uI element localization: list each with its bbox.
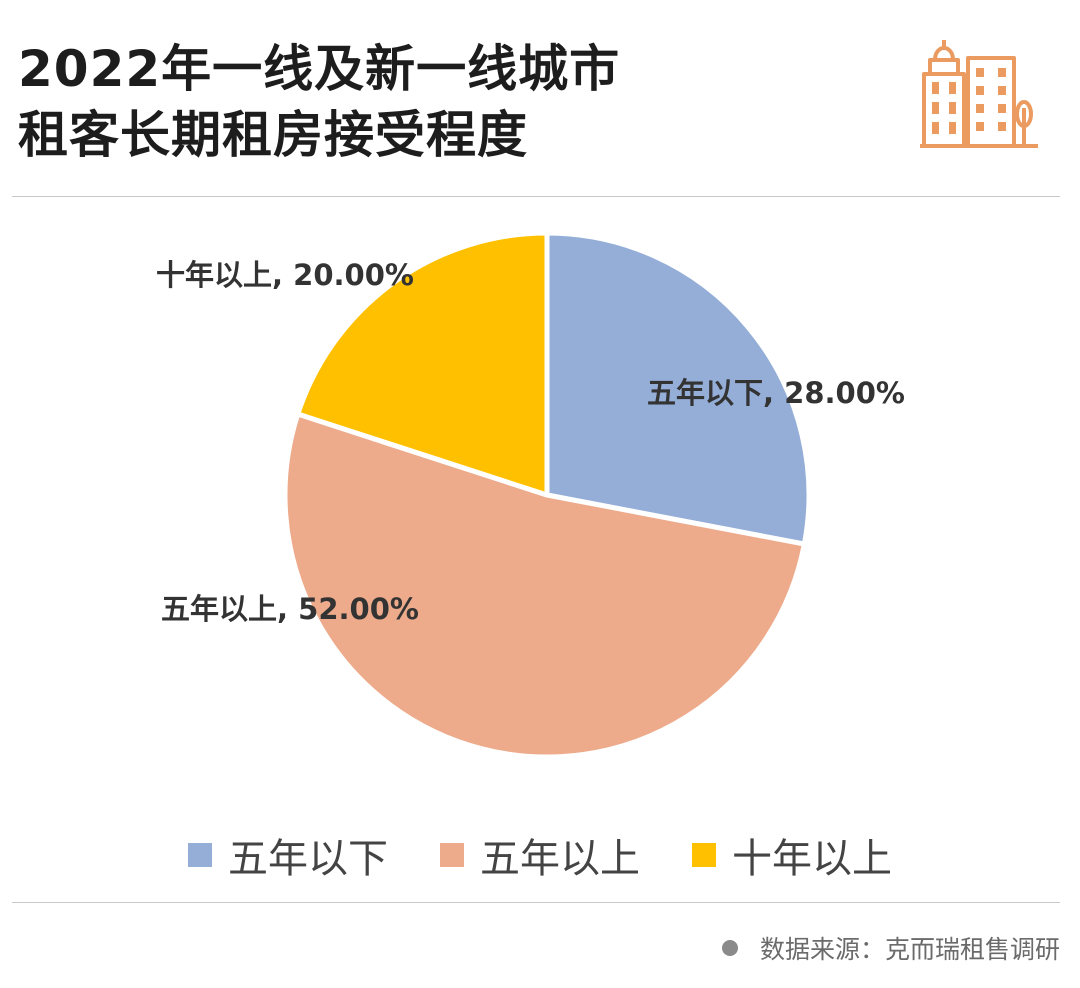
legend-swatch	[692, 843, 716, 867]
legend-label: 五年以上	[480, 836, 640, 882]
data-label: 五年以上, 52.00%	[161, 592, 419, 626]
legend-item-over-five: 五年以上	[440, 826, 640, 884]
source-text: 数据来源：克而瑞租售调研	[759, 935, 1060, 964]
legend-label: 五年以下	[228, 836, 388, 882]
data-label: 十年以上, 20.00%	[156, 258, 414, 292]
source-note: 数据来源：克而瑞租售调研	[721, 930, 1060, 966]
legend: 五年以下 五年以上 十年以上	[0, 826, 1080, 884]
title-line-2: 租客长期租房接受程度	[18, 106, 528, 164]
legend-swatch	[188, 843, 212, 867]
legend-item-under-five: 五年以下	[188, 826, 388, 884]
legend-label: 十年以上	[732, 836, 892, 882]
top-divider	[12, 196, 1060, 197]
slice-under-five	[544, 230, 812, 547]
city-buildings-icon	[920, 40, 1038, 148]
pie-chart: 五年以下, 28.00% 五年以上, 52.00% 十年以上, 20.00%	[156, 230, 905, 760]
bullet-dot-icon	[721, 940, 738, 956]
legend-item-over-ten: 十年以上	[692, 826, 892, 884]
title-line-1: 2022年一线及新一线城市	[18, 40, 621, 98]
slice-over-ten	[295, 230, 550, 498]
bottom-divider	[12, 902, 1060, 903]
slice-over-five	[282, 411, 807, 760]
data-label: 五年以下, 28.00%	[647, 376, 905, 410]
chart-title: 2022年一线及新一线城市 租客长期租房接受程度	[18, 36, 620, 168]
legend-swatch	[440, 843, 464, 867]
